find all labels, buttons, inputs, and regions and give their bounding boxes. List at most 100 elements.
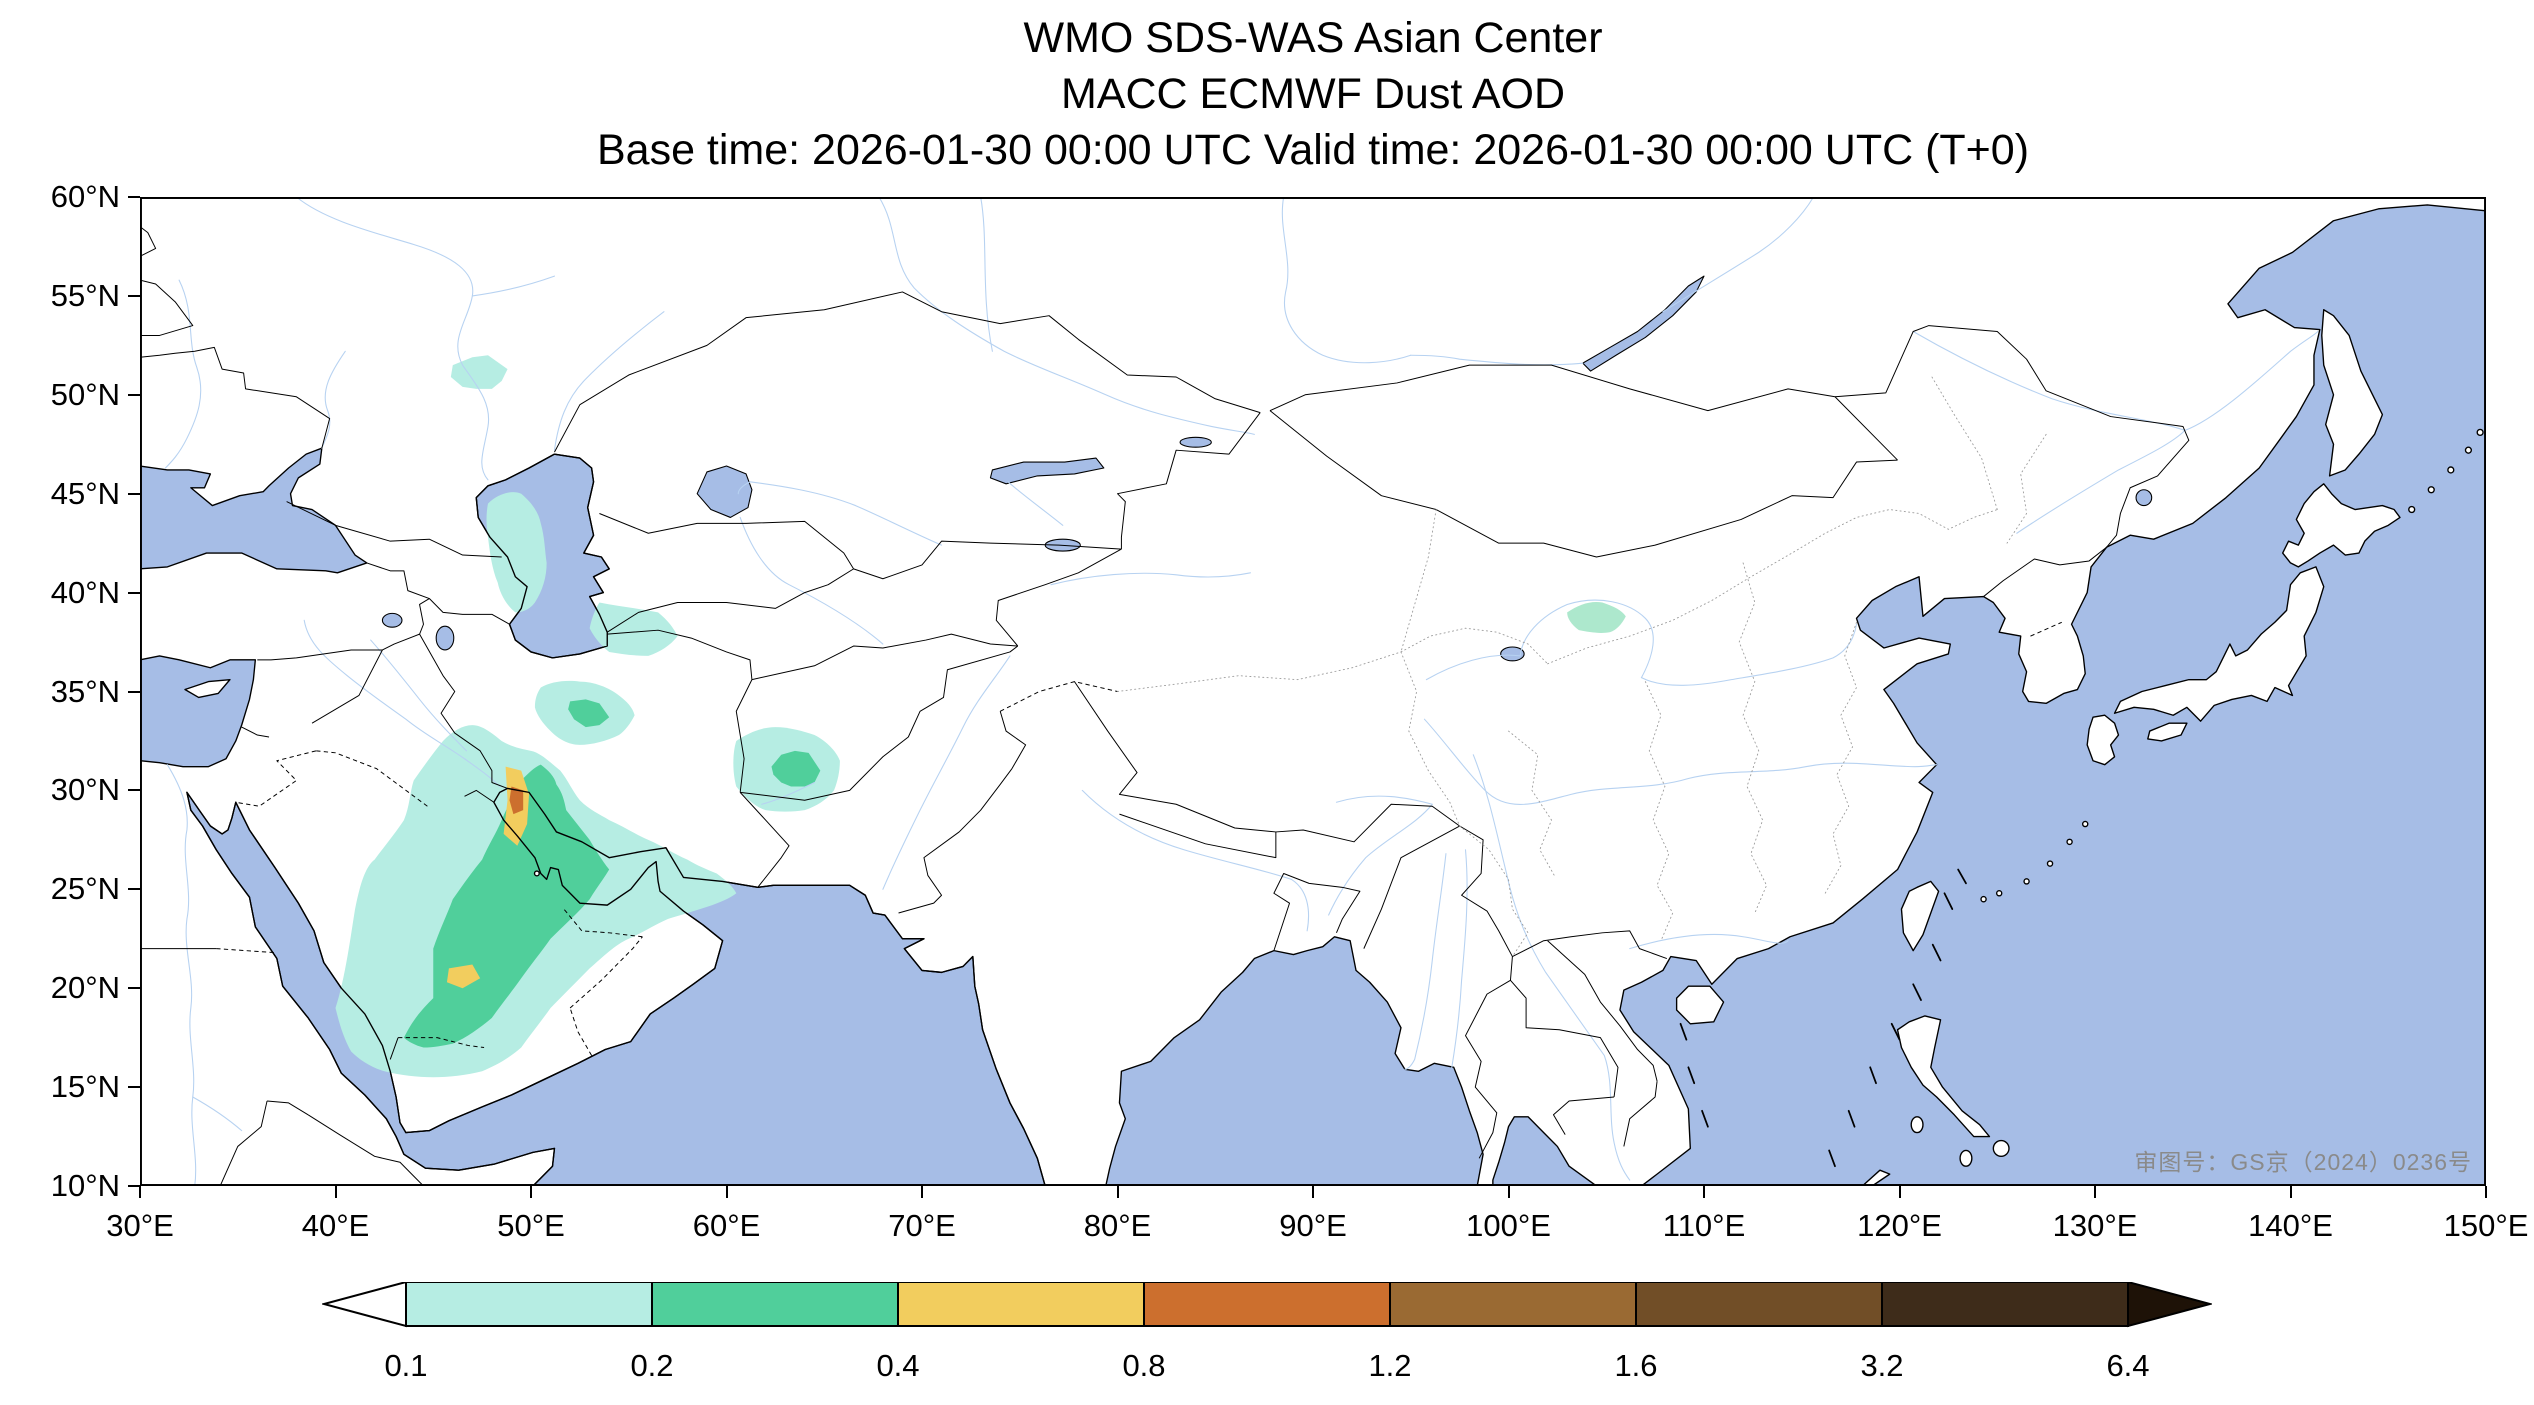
colorbar-over-arrow (2127, 1280, 2214, 1328)
river-indus (882, 655, 1011, 890)
taiwan-island (1900, 880, 1940, 952)
map-frame (140, 197, 2486, 1186)
lat-tick-label: 20°N (50, 970, 120, 1006)
lon-tick-label: 50°E (497, 1208, 565, 1243)
colorbar: 0.1 0.2 0.4 0.8 1.2 1.6 3.2 6.4 (320, 1280, 2214, 1402)
border-china-kyrgyz-tajik (995, 548, 1122, 647)
lat-tick-label: 60°N (50, 179, 120, 214)
lat-tick-label: 40°N (50, 574, 120, 610)
sakhalin-island (2321, 309, 2384, 477)
lon-tick-label: 60°E (692, 1208, 761, 1243)
lat-tick-label: 55°N (50, 277, 120, 313)
kuril-islands (2408, 428, 2484, 514)
border-caucasus (286, 501, 502, 558)
border-china-north-korea (1983, 546, 2108, 597)
lat-tick-mark (128, 987, 140, 990)
border-korea-dmz (2030, 621, 2062, 637)
border-mongolia-russia (1269, 364, 1898, 461)
lat-tick-label: 45°N (50, 475, 120, 511)
colorbar-tick-label: 0.1 (384, 1348, 427, 1383)
bahrain-island (533, 870, 540, 877)
map-border-frame (140, 197, 2486, 1186)
river-lena (1662, 197, 1815, 313)
lat-tick-label: 50°N (50, 376, 120, 412)
border-thailand-laos (1510, 979, 1619, 1098)
border-afghan-pakistan (740, 645, 1019, 801)
shikoku-island (2147, 722, 2188, 742)
dust-aod-layer (335, 355, 1626, 1078)
border-india-pakistan (898, 711, 1027, 914)
lake-zaysan (1179, 436, 1212, 448)
river-amur (1912, 330, 2319, 431)
pacific-ocean (1619, 204, 2486, 1186)
title-block: WMO SDS-WAS Asian Center MACC ECMWF Dust… (140, 10, 2486, 178)
river-volga (295, 197, 490, 481)
lon-tick-mark (1507, 1186, 1510, 1198)
border-turkmen-iran (607, 629, 753, 680)
border-china-myanmar (1459, 825, 1513, 957)
border-iran-pakistan (739, 792, 790, 888)
lon-tick-mark (334, 1186, 337, 1198)
aod-01-southeast-caspian (589, 602, 678, 656)
colorbar-segment (1635, 1281, 1883, 1327)
river-ural (553, 311, 665, 451)
lake-van (381, 612, 403, 628)
aral-sea (696, 465, 753, 518)
colorbar-canvas: 0.1 0.2 0.4 0.8 1.2 1.6 3.2 6.4 (320, 1280, 2214, 1383)
river-syr-darya (737, 481, 943, 546)
aod-01-china-alxa (1567, 601, 1626, 633)
border-russia-baltic (140, 226, 157, 257)
colorbar-tick-label: 0.8 (1122, 1348, 1165, 1383)
map-canvas (140, 197, 2486, 1186)
colorbar-tick-label: 6.4 (2106, 1348, 2149, 1383)
lon-tick-label: 110°E (1662, 1208, 1746, 1243)
border-mongolia-china (1269, 410, 1898, 558)
lon-tick-mark (1898, 1186, 1901, 1198)
colorbar-tick-label: 0.2 (630, 1348, 673, 1383)
border-china-india-himalaya (1074, 681, 1460, 843)
lat-tick-mark (128, 294, 140, 297)
lon-tick-mark (2094, 1186, 2096, 1198)
river-songhua (2016, 429, 2186, 534)
lon-tick-label: 130°E (2052, 1208, 2138, 1243)
honshu-island (2113, 566, 2325, 722)
border-russia-china-manchuria (1834, 325, 2190, 548)
title-line-2: MACC ECMWF Dust AOD (1060, 70, 1566, 118)
rivers-layer (164, 197, 2319, 1186)
river-irrawaddy (1404, 853, 1447, 1070)
border-cambodia-thailand (1552, 1096, 1615, 1135)
lat-tick-label: 35°N (50, 673, 120, 709)
borders-layer (140, 226, 2190, 1186)
river-xi (1629, 933, 1789, 950)
lat-tick-mark (128, 1185, 140, 1187)
lat-tick-mark (128, 888, 140, 891)
aod-02-central-iran (568, 699, 610, 728)
lake-baikal (1582, 275, 1705, 372)
colorbar-segment (897, 1281, 1145, 1327)
border-russia-ukraine (140, 346, 331, 449)
gulf-of-thailand (1492, 1116, 1598, 1186)
river-yenisei (1281, 197, 1412, 364)
lon-tick-label: 100°E (1466, 1208, 1551, 1243)
river-ob-irtysh (878, 197, 1255, 435)
lon-tick-label: 150°E (2443, 1208, 2529, 1243)
lon-tick-mark (2485, 1186, 2487, 1198)
black-sea (140, 447, 368, 574)
aod-08-core (509, 786, 524, 815)
border-jordan-saudi-dashed (235, 750, 317, 807)
lat-tick-mark (128, 492, 140, 495)
lon-tick-mark (530, 1186, 532, 1198)
mindoro-island (1910, 1116, 1924, 1134)
title-line-3: Base time: 2026-01-30 00:00 UTC Valid ti… (596, 126, 2030, 174)
border-afghan-north (751, 633, 1018, 681)
border-iran-iraq (419, 633, 508, 789)
border-saudi-oman-dashed (569, 936, 643, 1009)
colorbar-tick-label: 1.2 (1368, 1348, 1411, 1383)
colorbar-segment (405, 1281, 653, 1327)
river-brahmaputra (1328, 795, 1434, 916)
colorbar-tick-label: 0.4 (876, 1348, 919, 1383)
aod-04-saudi-spot (446, 964, 481, 989)
lat-tick-mark (128, 690, 140, 693)
hainan-island (1675, 985, 1725, 1025)
lon-tick-label: 40°E (301, 1208, 370, 1243)
